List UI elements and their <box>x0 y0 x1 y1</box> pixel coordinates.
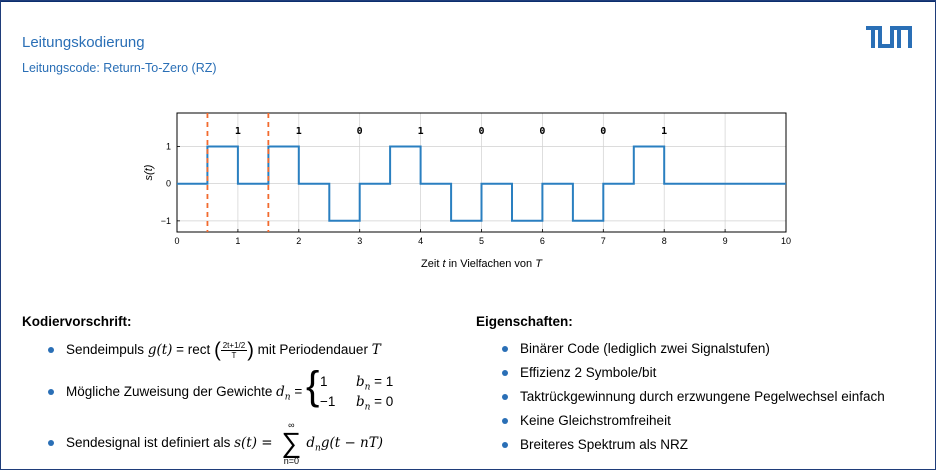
item-text-post: mit Periodendauer <box>253 342 372 357</box>
math-g: g(t) <box>147 342 173 358</box>
case-rhs: = 0 <box>370 394 394 410</box>
bullet-icon <box>502 370 508 376</box>
slide-subtitle: Leitungscode: Return-To-Zero (RZ) <box>22 61 217 75</box>
x-tick-label: 4 <box>418 236 423 246</box>
eigenschaften-list: Binärer Code (lediglich zwei Signalstufe… <box>498 337 928 457</box>
list-item: Keine Gleichstromfreiheit <box>498 409 928 433</box>
fraction: 2t+1/2 T <box>220 340 248 360</box>
brace: { <box>305 364 320 409</box>
item-text: Taktrückgewinnung durch erzwungene Pegel… <box>520 389 885 404</box>
x-tick-label: 2 <box>296 236 301 246</box>
sum-operator: ∞ ∑ n=0 <box>276 420 306 466</box>
bit-label: 0 <box>539 126 545 137</box>
list-item: Breiteres Spektrum als NRZ <box>498 433 928 457</box>
math-sub: n <box>315 443 321 454</box>
x-tick-label: 5 <box>479 236 484 246</box>
bit-label: 0 <box>478 126 484 137</box>
tum-logo <box>866 26 912 48</box>
case-b: b <box>355 374 365 391</box>
list-item: Taktrückgewinnung durch erzwungene Pegel… <box>498 385 928 409</box>
case-val: −1 <box>319 394 336 410</box>
kodiervorschrift-heading: Kodiervorschrift: <box>22 314 132 329</box>
paren-close: ) <box>247 339 254 362</box>
math-sub: n <box>284 392 291 403</box>
bullet-icon <box>48 389 54 395</box>
x-tick-label: 7 <box>601 236 606 246</box>
bit-label: 0 <box>357 126 363 137</box>
item-text: Sendeimpuls <box>66 342 148 357</box>
item-text: Binärer Code (lediglich zwei Signalstufe… <box>520 341 770 356</box>
case-val: 1 <box>319 374 328 390</box>
x-tick-label: 6 <box>540 236 545 246</box>
bullet-icon <box>502 418 508 424</box>
sum-bottom: n=0 <box>283 456 300 467</box>
x-tick-label: 10 <box>781 236 791 246</box>
x-tick-label: 1 <box>235 236 240 246</box>
item-text: Keine Gleichstromfreiheit <box>520 413 671 428</box>
x-axis-label: Zeit t in Vielfachen von T <box>421 258 543 270</box>
kodiervorschrift-list: Sendeimpuls g(t) = rect (2t+1/2 T) mit Pe… <box>44 336 464 468</box>
math-rhs: g(t − nT) <box>320 435 384 451</box>
x-tick-label: 9 <box>723 236 728 246</box>
sum-sigma: ∑ <box>281 427 302 459</box>
item-text: Sendesignal ist definiert als <box>66 435 235 450</box>
top-bar <box>0 0 936 2</box>
math-lhs: s(t) = <box>234 435 273 451</box>
y-tick-label: 1 <box>166 141 171 151</box>
frac-den: T <box>231 350 237 360</box>
case-b: b <box>355 394 365 411</box>
slide-title: Leitungskodierung <box>22 34 145 51</box>
list-item-gewichte: Mögliche Zuweisung der Gewichte dn = { 1… <box>44 366 464 416</box>
case-rhs: = 1 <box>370 374 394 390</box>
bit-label: 0 <box>600 126 606 137</box>
cases: { 1 bn = 1 −1 bn = 0 <box>306 366 394 414</box>
paren-open: ( <box>214 339 221 362</box>
x-tick-label: 8 <box>662 236 667 246</box>
math-T: T <box>371 342 381 358</box>
case-sub: n <box>364 383 371 394</box>
bit-label: 1 <box>661 126 667 137</box>
y-tick-label: 0 <box>166 179 171 189</box>
case-row-2: −1 bn = 0 <box>319 392 394 414</box>
bit-label: 1 <box>418 126 424 137</box>
list-item-sendesignal: Sendesignal ist definiert als s(t) = ∞ ∑ n… <box>44 418 464 468</box>
list-item: Binärer Code (lediglich zwei Signalstufe… <box>498 337 928 361</box>
math-d: d <box>306 435 316 451</box>
x-tick-label: 0 <box>174 236 179 246</box>
case-row-1: 1 bn = 1 <box>319 372 394 394</box>
item-text: Breiteres Spektrum als NRZ <box>520 437 689 452</box>
x-tick-label: 3 <box>357 236 362 246</box>
math-eq: = <box>290 384 303 399</box>
eigenschaften-heading: Eigenschaften: <box>476 314 573 329</box>
bullet-icon <box>502 394 508 400</box>
bullet-icon <box>48 347 54 353</box>
y-axis-label: s(t) <box>143 164 155 180</box>
math-d: d <box>276 384 285 400</box>
frac-num: 2t+1/2 <box>220 340 248 351</box>
y-tick-label: −1 <box>161 216 171 226</box>
bullet-icon <box>502 346 508 352</box>
item-text: Effizienz 2 Symbole/bit <box>520 365 657 380</box>
case-sub: n <box>364 403 371 414</box>
bullet-icon <box>502 442 508 448</box>
signal-line <box>177 145 786 222</box>
math-eq: = rect <box>172 342 215 357</box>
list-item: Effizienz 2 Symbole/bit <box>498 361 928 385</box>
item-text: Mögliche Zuweisung der Gewichte <box>66 384 277 399</box>
bit-label: 1 <box>235 126 241 137</box>
bit-label: 1 <box>296 126 302 137</box>
bullet-icon <box>48 440 54 446</box>
list-item-sendeimpuls: Sendeimpuls g(t) = rect (2t+1/2 T) mit Pe… <box>44 336 464 364</box>
sum-top: ∞ <box>288 420 295 431</box>
